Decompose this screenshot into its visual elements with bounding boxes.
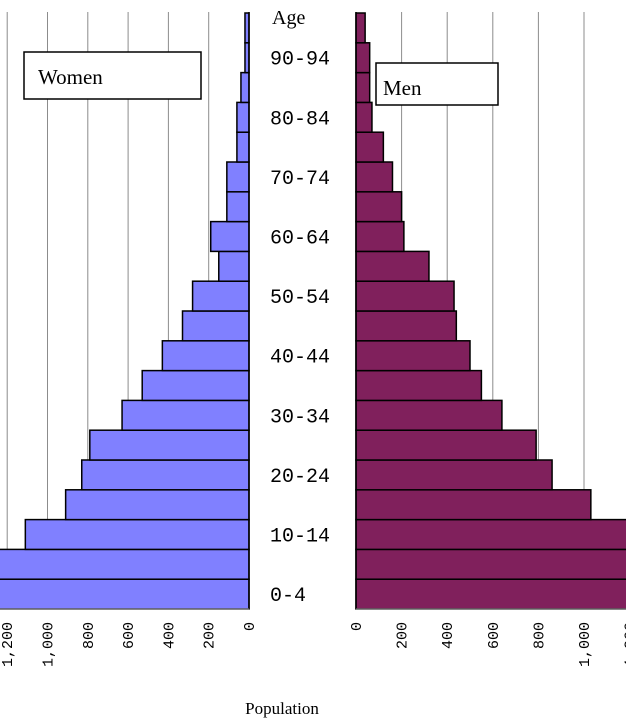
women-bar (64, 489, 250, 521)
men-legend-label: Men (383, 76, 422, 100)
x-axis-title: Population (245, 699, 319, 718)
women-legend-box (23, 51, 202, 100)
women-bar (240, 71, 250, 104)
women-x-tick-label: 0 (242, 622, 259, 631)
men-bar (355, 369, 483, 402)
women-bar (0, 548, 250, 580)
men-x-tick-label: 400 (440, 622, 457, 649)
men-bar (355, 399, 503, 431)
women-legend: Women (23, 51, 202, 100)
women-legend-label: Women (38, 65, 103, 89)
men-x-tick-label: 600 (486, 622, 503, 649)
men-bar (355, 459, 553, 491)
men-x-tick-label: 1,000 (577, 622, 594, 667)
men-bar (355, 429, 537, 461)
men-bar (355, 489, 592, 521)
age-tick-label: 10-14 (270, 526, 330, 549)
women-bar (226, 161, 250, 193)
men-legend: Men (375, 62, 499, 106)
women-bar (181, 310, 250, 342)
age-tick-label: 70-74 (270, 168, 330, 191)
men-x-tick-label: 200 (395, 622, 412, 649)
women-bars (0, 12, 250, 610)
age-tick-label: 20-24 (270, 466, 330, 489)
men-x-tick-label: 1,200 (623, 622, 626, 667)
men-bar (355, 220, 405, 253)
women-bar (209, 220, 250, 253)
age-tick-label: 60-64 (270, 228, 330, 251)
men-bar (355, 12, 366, 44)
men-x-tick-label: 800 (531, 622, 548, 649)
men-bar (355, 131, 385, 163)
men-bar (355, 518, 626, 551)
women-x-tick-label: 200 (202, 622, 219, 649)
men-bar (355, 161, 394, 193)
age-axis-title: Age (272, 7, 305, 29)
men-bar (355, 250, 430, 282)
women-bar (218, 250, 250, 282)
men-bar (355, 578, 626, 610)
women-bar (236, 131, 250, 163)
age-tick-label: 80-84 (270, 108, 330, 131)
women-x-tick-label: 600 (121, 622, 138, 649)
men-bar (355, 548, 626, 580)
women-bar (89, 429, 250, 461)
age-tick-labels: 0-4 10-14 20-24 30-34 40-44 50-54 60-64 70-74 80… (270, 49, 330, 608)
women-bar (121, 399, 250, 431)
age-tick-label: 40-44 (270, 347, 330, 370)
age-tick-label: 0-4 (270, 585, 306, 608)
men-bar (355, 280, 455, 312)
women-bar (141, 369, 250, 402)
men-legend-box (375, 62, 499, 106)
women-bar (226, 191, 250, 223)
men-bars (355, 12, 626, 610)
men-bar (355, 71, 371, 104)
women-x-tick-label: 400 (161, 622, 178, 649)
age-tick-label: 90-94 (270, 49, 330, 72)
women-bar (81, 459, 250, 491)
women-x-tick-label: 1,200 (0, 622, 17, 667)
men-bar (355, 42, 371, 74)
age-tick-label: 30-34 (270, 406, 330, 429)
men-bar (355, 191, 403, 223)
women-bar (161, 340, 250, 372)
men-bar (355, 101, 373, 133)
women-bar (24, 518, 250, 551)
men-bar (355, 310, 458, 342)
men-x-tick-label: 0 (349, 622, 366, 631)
women-bar (191, 280, 250, 312)
age-tick-label: 50-54 (270, 287, 330, 310)
women-bar (0, 578, 250, 610)
axes (0, 12, 626, 610)
women-bar (236, 101, 250, 133)
men-bar (355, 340, 471, 372)
women-x-tick-label: 800 (81, 622, 98, 649)
women-x-tick-label: 1,000 (41, 622, 58, 667)
